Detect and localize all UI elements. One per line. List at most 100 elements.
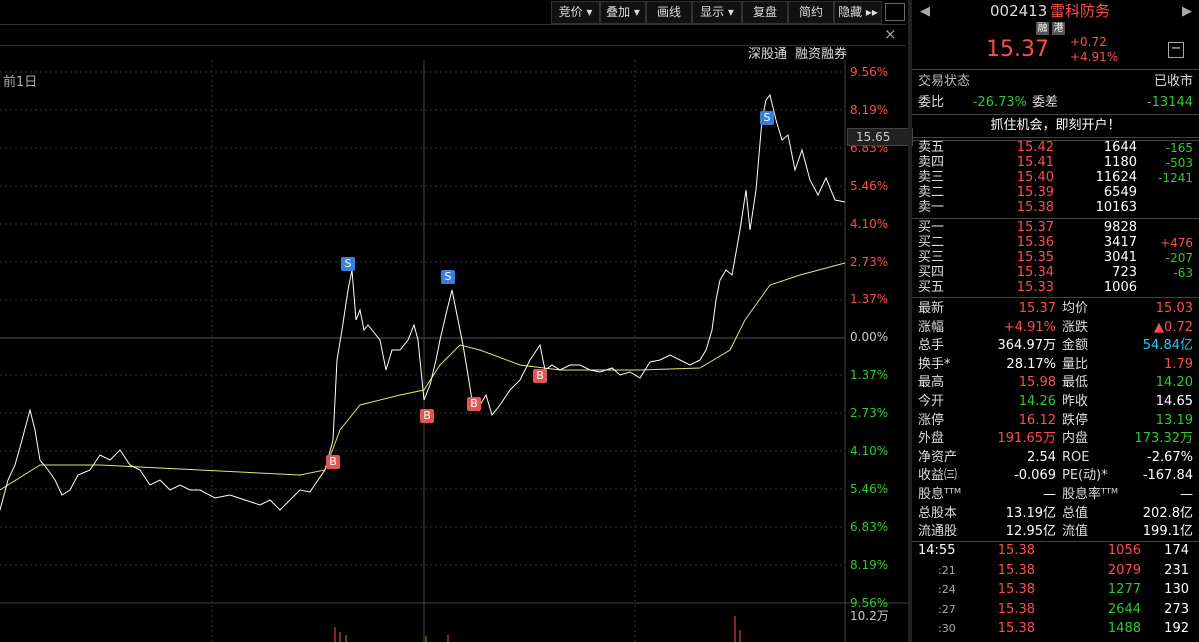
stat-label: 股息率ᵀᵀᴹ <box>1062 487 1119 502</box>
stat-value: 1.79 <box>1164 356 1193 372</box>
chart-tag: 深股通 <box>748 47 788 62</box>
ob-label: 买五 <box>918 280 945 295</box>
axis-label: 8.19% <box>850 557 889 572</box>
stat-value: 15.98 <box>1018 375 1056 391</box>
toolbar-button[interactable]: 竞价 ▾ <box>551 1 600 24</box>
ob-price: 15.39 <box>1016 185 1054 200</box>
trade-marker: S <box>441 270 455 284</box>
trade-price: 15.38 <box>997 562 1035 578</box>
trade-count: 231 <box>1164 562 1189 578</box>
volume-bars-down <box>345 635 427 642</box>
trade-time: :24 <box>938 583 956 597</box>
trade-marker: B <box>467 397 481 411</box>
stat-value: +4.91% <box>1003 319 1056 335</box>
ob-label: 卖三 <box>918 170 945 185</box>
stat-label: 金额 <box>1062 338 1089 354</box>
price-marker: 15.65 <box>847 128 913 146</box>
trade-marker: S <box>760 111 774 125</box>
stat-label: 收益㈢ <box>918 468 958 484</box>
stat-value: 202.8亿 <box>1142 505 1193 521</box>
price: 15.37 <box>986 37 1049 62</box>
stat-label: 总值 <box>1062 505 1089 521</box>
trade-marker: S <box>341 257 355 271</box>
chart-panel: × 竞价 ▾ 叠加 ▾ 画线 显示 ▾ 复盘 简约 隐藏 ▸▸ 深股通 融资融券 前1日 9.56%… <box>0 1 913 642</box>
stat-label: 总股本 <box>918 505 958 521</box>
ob-label: 买二 <box>918 235 945 250</box>
ob-price: 15.37 <box>1016 220 1054 235</box>
stat-label: 流值 <box>1062 524 1089 540</box>
axis-label: 9.56% <box>850 65 889 79</box>
ob-volume: 1006 <box>1103 280 1137 295</box>
prev-arrow[interactable]: ◀ <box>920 4 930 19</box>
stat-value: ▲0.72 <box>1154 319 1193 335</box>
stat-value: 191.65万 <box>997 431 1057 447</box>
stat-value: -167.84 <box>1142 468 1193 484</box>
stock-name: 雷科防务 <box>1050 2 1111 20</box>
collapse[interactable]: − <box>1168 42 1184 58</box>
stat-value: 199.1亿 <box>1142 524 1193 540</box>
stat-label: 均价 <box>1062 301 1089 316</box>
stat-label: ROE <box>1062 449 1090 465</box>
ob-volume: 6549 <box>1103 185 1137 200</box>
stat-value: 15.37 <box>1018 301 1056 316</box>
stat-value: 14.65 <box>1155 394 1193 409</box>
ob-label: 卖一 <box>918 200 945 215</box>
axis-label: 1.37% <box>850 292 889 307</box>
stat-label: 最高 <box>918 375 945 391</box>
toolbar-button[interactable]: 画线 <box>646 1 692 24</box>
sep <box>912 218 1199 219</box>
wc-label: 委差 <box>1032 95 1059 110</box>
toolbar-button[interactable]: 复盘 <box>742 1 788 24</box>
stat-value: 2.54 <box>1027 449 1056 465</box>
trade-time: 14:55 <box>918 543 956 558</box>
ob-label: 卖五 <box>918 140 945 155</box>
stat-label: 最新 <box>918 301 945 316</box>
next-arrow[interactable]: ▶ <box>1182 4 1192 19</box>
volume-label: 10.2万 <box>850 609 889 623</box>
trade-marker: B <box>326 455 340 469</box>
ob-volume: 10163 <box>1095 200 1137 215</box>
axis-label: 9.56% <box>850 595 889 610</box>
trade-price: 15.38 <box>997 582 1035 598</box>
stat-value: 13.19亿 <box>1005 505 1056 521</box>
ob-price: 15.38 <box>1016 200 1054 215</box>
close-icon[interactable]: × <box>884 25 897 43</box>
sep <box>912 297 1199 298</box>
stat-label: 外盘 <box>918 431 945 447</box>
ob-volume: 723 <box>1112 265 1137 280</box>
badge: 港 <box>1052 22 1065 35</box>
toolbar-button[interactable]: 叠加 ▾ <box>600 1 646 24</box>
status: 已收市 <box>1153 74 1193 89</box>
ob-change: -207 <box>1165 251 1193 265</box>
toolbar-button[interactable]: 显示 ▾ <box>692 1 742 24</box>
ob-volume: 1644 <box>1103 140 1137 155</box>
axis-label: 4.10% <box>850 216 889 231</box>
axis-label: 5.46% <box>850 481 889 496</box>
promo[interactable]: 抓住机会，即刻开户！ <box>912 114 1199 138</box>
stat-label: 量比 <box>1062 356 1089 372</box>
stat-value: 15.03 <box>1155 301 1193 316</box>
change: +0.72 <box>1070 35 1107 49</box>
ob-label: 卖四 <box>918 155 945 170</box>
stat-label: 净资产 <box>918 449 958 465</box>
ob-price: 15.34 <box>1016 265 1054 280</box>
trade-volume: 1488 <box>1107 621 1141 637</box>
stat-label: 今开 <box>918 394 945 409</box>
toolbar-button[interactable]: 隐藏 ▸▸ <box>834 1 882 24</box>
trade-volume: 1277 <box>1107 582 1141 598</box>
stat-value: 16.12 <box>1018 412 1056 428</box>
stat-label: 换手* <box>918 356 951 372</box>
trade-time: :21 <box>938 563 956 577</box>
layout-icon[interactable] <box>885 3 905 21</box>
ob-price: 15.35 <box>1016 250 1054 265</box>
stat-value: 12.95亿 <box>1005 524 1056 540</box>
ob-label: 买四 <box>918 265 945 280</box>
ob-price: 15.40 <box>1016 170 1054 185</box>
axis-label: 8.19% <box>850 102 889 117</box>
trade-volume: 2644 <box>1107 601 1141 617</box>
ob-change: -1241 <box>1158 171 1193 185</box>
toolbar-button[interactable]: 简约 <box>788 1 834 24</box>
wb-label: 委比 <box>918 95 945 110</box>
trade-volume: 1056 <box>1107 543 1141 558</box>
